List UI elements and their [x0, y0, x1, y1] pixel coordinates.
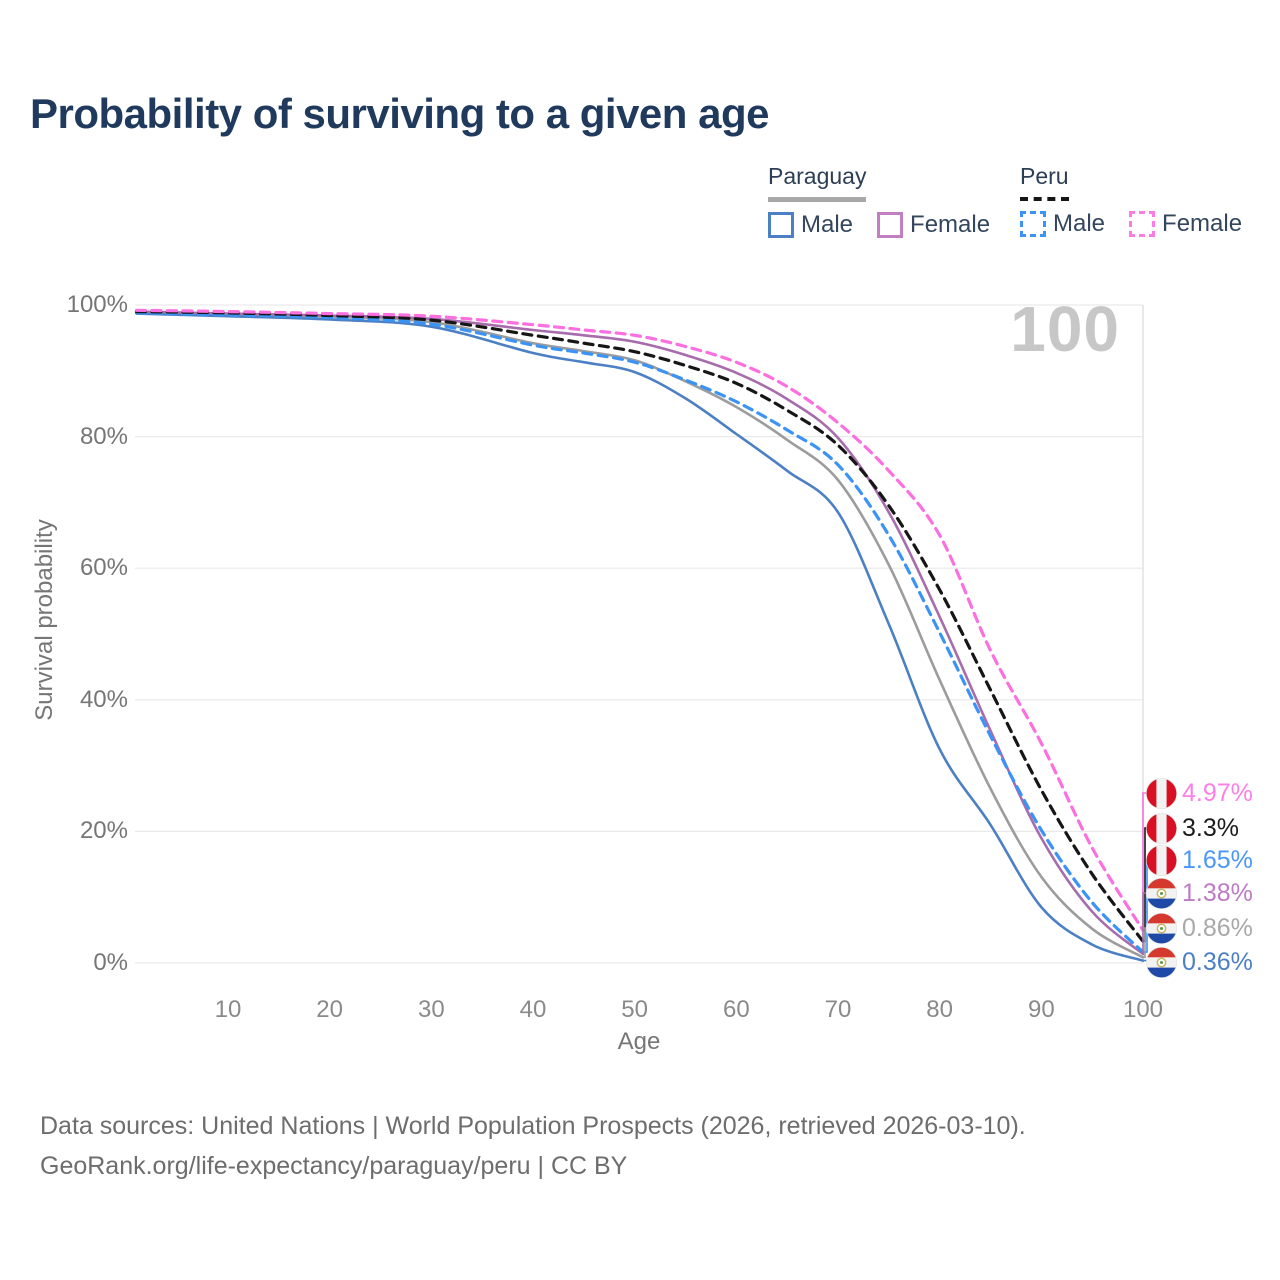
end-label-peru-both-sexes: 3.3% [1146, 812, 1239, 844]
end-label-paraguay-male: 0.36% [1146, 946, 1253, 978]
curve-paraguay-both-sexes[interactable] [135, 310, 1145, 959]
legend-item-label: Male [1053, 210, 1106, 237]
x-axis-title: Age [617, 1028, 661, 1055]
legend-items-peru: Male Female [1020, 210, 1242, 238]
legend-group-peru: Peru Male Female [1020, 163, 1242, 238]
end-label-value: 1.65% [1182, 845, 1253, 874]
x-tick-label-70: 70 [824, 996, 852, 1023]
y-tick-label-20: 20% [79, 817, 128, 845]
end-label-value: 3.3% [1182, 813, 1239, 842]
curve-peru-female[interactable] [134, 308, 1145, 932]
hovered-age-watermark: 100 [1010, 293, 1120, 365]
curve-paraguay-female[interactable] [135, 310, 1145, 956]
legend-item-paraguay-female[interactable]: Female [877, 211, 990, 239]
peru-male-swatch-icon [1020, 211, 1046, 237]
y-tick-label-80: 80% [79, 422, 128, 450]
legend-country-paraguay[interactable]: Paraguay [768, 163, 867, 202]
x-tick-label-30: 30 [417, 996, 445, 1023]
end-label-value: 0.36% [1182, 947, 1253, 976]
paraguay-flag-icon [1146, 877, 1177, 909]
x-tick-label-20: 20 [316, 996, 343, 1023]
paraguay-flag-icon [1146, 946, 1177, 978]
paraguay-male-swatch-icon [768, 212, 794, 238]
paraguay-female-swatch-icon [877, 212, 904, 238]
legend-item-peru-male[interactable]: Male [1020, 210, 1105, 238]
paraguay-flag-icon [1146, 912, 1177, 944]
end-label-paraguay-both-sexes: 0.86% [1146, 912, 1253, 944]
y-tick-label-100: 100% [66, 291, 128, 318]
curve-peru-both-sexes[interactable] [134, 310, 1145, 943]
end-label-paraguay-female: 1.38% [1146, 877, 1253, 909]
x-tick-label-10: 10 [214, 996, 242, 1023]
data-sources-line: Data sources: United Nations | World Pop… [40, 1112, 1026, 1140]
legend-item-label: Male [801, 211, 854, 238]
x-tick-label-90: 90 [1027, 996, 1055, 1023]
peru-flag-icon [1146, 812, 1177, 844]
legend-items-paraguay: Male Female [768, 211, 990, 239]
georank-credit-line: GeoRank.org/life-expectancy/paraguay/per… [40, 1152, 628, 1180]
legend-country-peru[interactable]: Peru [1020, 163, 1069, 201]
end-label-peru-male: 1.65% [1146, 844, 1253, 876]
y-tick-label-60: 60% [79, 554, 128, 582]
legend-item-paraguay-male[interactable]: Male [768, 211, 853, 239]
y-tick-label-40: 40% [79, 685, 128, 713]
legend-item-label: Female [1162, 210, 1243, 237]
legend-item-label: Female [910, 211, 991, 238]
end-label-value: 1.38% [1182, 878, 1253, 907]
x-tick-label-50: 50 [621, 996, 648, 1023]
x-tick-label-40: 40 [519, 996, 547, 1023]
end-label-value: 4.97% [1182, 778, 1253, 807]
peru-flag-icon [1146, 844, 1177, 876]
legend-group-paraguay: Paraguay Male Female [768, 163, 990, 239]
peru-flag-icon [1146, 777, 1177, 809]
x-tick-label-80: 80 [926, 996, 953, 1023]
footer-attribution: Data sources: United Nations | World Pop… [40, 1106, 1026, 1186]
page-title: Probability of surviving to a given age [30, 90, 769, 137]
x-tick-label-100: 100 [1122, 996, 1164, 1023]
end-label-peru-female: 4.97% [1146, 777, 1253, 809]
curve-peru-male[interactable] [134, 311, 1145, 954]
y-tick-label-0: 0% [93, 949, 128, 976]
curve-paraguay-male[interactable] [135, 312, 1145, 962]
legend-item-peru-female[interactable]: Female [1129, 210, 1242, 238]
peru-female-swatch-icon [1129, 211, 1156, 237]
x-tick-label-60: 60 [722, 996, 750, 1023]
end-label-value: 0.86% [1182, 913, 1253, 942]
